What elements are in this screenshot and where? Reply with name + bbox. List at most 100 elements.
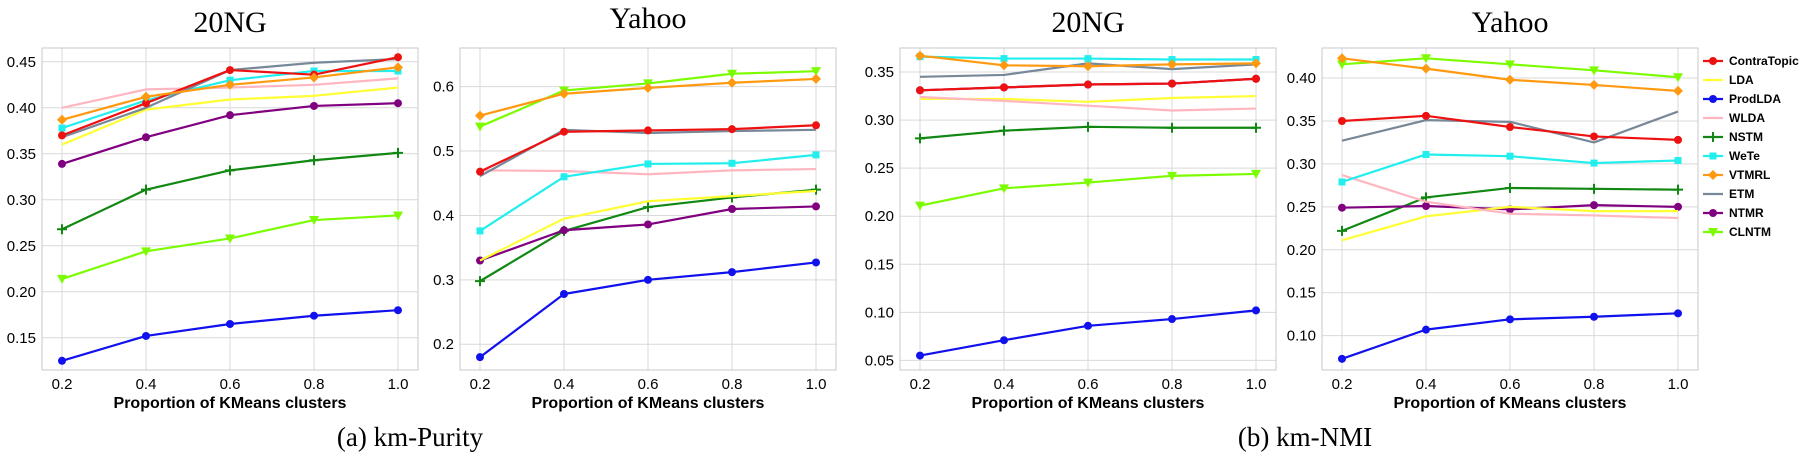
data-point <box>226 111 234 120</box>
data-point <box>916 86 924 95</box>
x-tick-label: 0.4 <box>1416 376 1437 393</box>
data-point <box>644 220 652 229</box>
series-wlda <box>1341 174 1679 220</box>
data-point <box>1083 61 1093 72</box>
chart-title: Yahoo <box>1472 6 1549 39</box>
plot-frame <box>1321 47 1699 371</box>
data-point <box>141 247 151 257</box>
data-point <box>1338 203 1346 212</box>
data-point <box>1505 182 1515 193</box>
data-point <box>1589 66 1599 76</box>
caption-b: (b) km-NMI <box>1238 422 1372 452</box>
series-clntm <box>57 211 403 284</box>
data-point <box>1000 83 1008 92</box>
x-tick-label: 0.6 <box>638 376 659 393</box>
data-point <box>1084 55 1092 63</box>
series-line <box>61 86 399 146</box>
data-point <box>1674 202 1682 211</box>
y-tick-label: 0.15 <box>1287 285 1316 302</box>
data-point <box>1674 309 1682 318</box>
data-point <box>1168 79 1176 88</box>
data-point <box>1589 183 1599 194</box>
legend-label: CLNTM <box>1729 225 1771 239</box>
series-prodlda <box>916 306 1260 360</box>
data-point <box>476 227 484 235</box>
data-point <box>916 351 924 360</box>
data-point <box>1337 225 1347 236</box>
y-tick-label: 0.35 <box>7 146 36 163</box>
legend-label: NTMR <box>1729 206 1764 220</box>
series-wete <box>1338 150 1682 186</box>
series-line <box>479 189 817 262</box>
x-tick-label: 0.6 <box>1078 376 1099 393</box>
series-contratopic <box>58 53 402 140</box>
data-point <box>1168 315 1176 324</box>
data-point <box>1505 60 1515 70</box>
data-point <box>559 88 569 99</box>
legend-label: ETM <box>1729 187 1754 201</box>
data-point <box>560 290 568 299</box>
x-tick-label: 0.8 <box>722 376 743 393</box>
data-point <box>58 159 66 168</box>
y-tick-label: 0.30 <box>7 192 36 209</box>
plot-frame <box>459 47 837 371</box>
y-tick-label: 0.10 <box>1287 328 1316 345</box>
series-vtmrl <box>57 62 403 125</box>
y-tick-label: 0.30 <box>865 112 894 129</box>
y-tick-label: 0.25 <box>1287 199 1316 216</box>
data-point <box>999 125 1009 136</box>
series-clntm <box>1337 54 1683 83</box>
legend-marker <box>1709 152 1717 160</box>
series-vtmrl <box>475 73 821 121</box>
series-etm <box>1341 110 1679 144</box>
data-point <box>727 77 737 88</box>
y-tick-label: 0.30 <box>1287 156 1316 173</box>
legend: ContraTopic LDA ProdLDA WLDA NSTM WeTe VTMRL ET… <box>1703 54 1799 239</box>
data-point <box>141 91 151 102</box>
series-ntmr <box>1338 201 1682 214</box>
data-point <box>1506 152 1514 160</box>
data-point <box>309 216 319 226</box>
legend-marker <box>1709 209 1717 217</box>
chart-title: Yahoo <box>610 2 687 35</box>
series-contratopic <box>916 74 1260 95</box>
y-tick-label: 0.4 <box>433 207 454 224</box>
data-point <box>1084 321 1092 330</box>
legend-marker <box>1709 95 1717 103</box>
data-point <box>999 184 1009 194</box>
series-nstm <box>57 147 403 235</box>
data-point <box>475 122 485 132</box>
data-point <box>560 127 568 136</box>
data-point <box>1673 73 1683 83</box>
series-lda <box>479 189 817 262</box>
y-tick-label: 0.20 <box>865 208 894 225</box>
data-point <box>1337 53 1347 64</box>
data-point <box>1000 336 1008 345</box>
series-line <box>479 167 817 176</box>
x-tick-label: 0.2 <box>52 376 73 393</box>
y-tick-label: 0.20 <box>1287 242 1316 259</box>
data-point <box>915 201 925 211</box>
data-point <box>728 205 736 213</box>
y-tick-label: 0.40 <box>7 100 36 117</box>
y-tick-label: 0.15 <box>7 330 36 347</box>
y-tick-label: 0.2 <box>433 336 454 353</box>
data-point <box>1251 169 1261 179</box>
data-point <box>728 159 736 167</box>
y-tick-label: 0.20 <box>7 284 36 301</box>
data-point <box>57 114 67 125</box>
data-point <box>475 110 485 121</box>
data-point <box>999 60 1009 71</box>
data-point <box>1590 132 1598 141</box>
chart-panel: 0.05 0.10 0.15 0.20 0.25 0.30 0.35 0.2 0.4 0.6 0.8… <box>865 6 1277 412</box>
data-point <box>1421 63 1431 74</box>
data-point <box>310 311 318 320</box>
series-contratopic <box>476 121 820 176</box>
series-lda <box>1341 205 1678 242</box>
x-tick-label: 0.8 <box>304 376 325 393</box>
data-point <box>1506 315 1514 324</box>
series-clntm <box>915 169 1261 211</box>
y-tick-label: 0.35 <box>865 64 894 81</box>
y-tick-label: 0.5 <box>433 143 454 160</box>
data-point <box>1505 74 1515 85</box>
